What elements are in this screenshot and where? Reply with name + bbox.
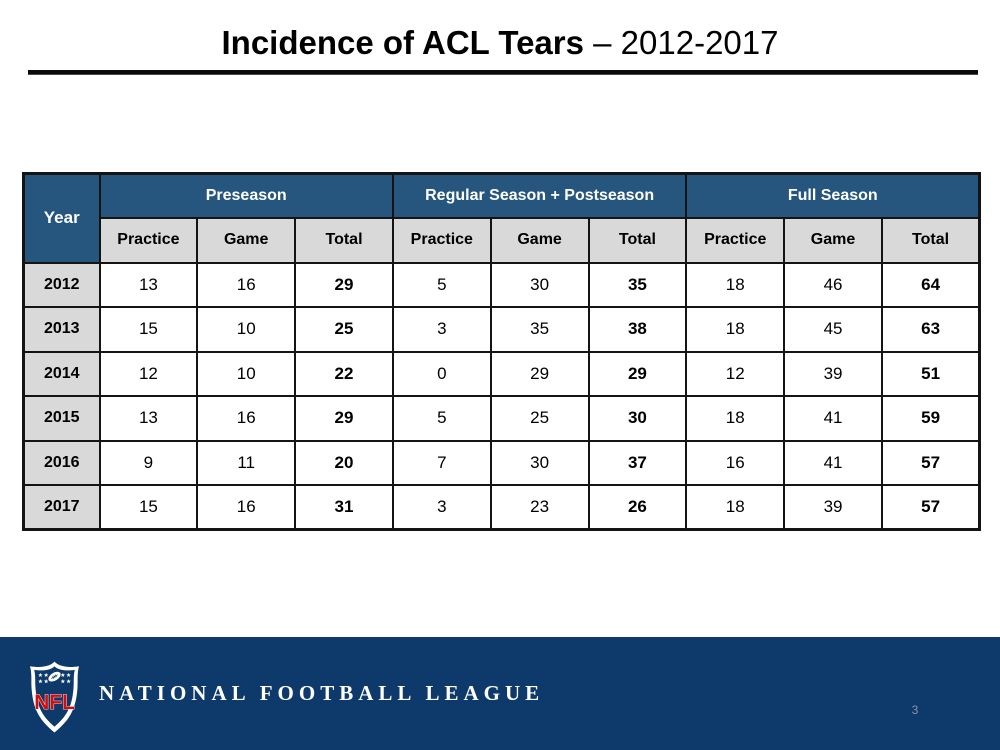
cell-value: 41 [783, 439, 883, 486]
cell-value: 12 [98, 350, 199, 397]
cell-total: 29 [294, 395, 394, 442]
subheader-regular-practice: Practice [391, 216, 492, 264]
subheader-regular-game: Game [489, 216, 590, 264]
cell-total: 20 [294, 439, 394, 486]
cell-value: 3 [391, 306, 492, 353]
cell-total: 35 [587, 261, 688, 308]
slide-title-main: Incidence of ACL Tears [221, 24, 584, 61]
cell-value: 10 [196, 350, 297, 397]
subheader-full-game: Game [783, 216, 883, 264]
cell-value: 45 [783, 306, 883, 353]
title-divider-rule [28, 70, 978, 75]
group-header-preseason: Preseason [98, 172, 394, 219]
slide-title: Incidence of ACL Tears – 2012-2017 [0, 24, 1000, 62]
cell-value: 30 [489, 439, 590, 486]
cell-value: 23 [489, 484, 590, 531]
cell-value: 46 [783, 261, 883, 308]
cell-value: 18 [685, 306, 786, 353]
cell-total: 59 [880, 395, 981, 442]
subheader-preseason-game: Game [196, 216, 297, 264]
page-number: 3 [911, 703, 919, 717]
cell-total: 57 [880, 439, 981, 486]
cell-total: 29 [587, 350, 688, 397]
cell-value: 35 [489, 306, 590, 353]
year-label: 2013 [22, 306, 101, 353]
cell-value: 11 [196, 439, 297, 486]
table-row-2016: 2016 9 11 20 7 30 37 16 41 57 [22, 439, 981, 486]
cell-value: 5 [391, 395, 492, 442]
cell-total: 25 [294, 306, 394, 353]
cell-total: 38 [587, 306, 688, 353]
subheader-full-total: Total [880, 216, 981, 264]
cell-value: 15 [98, 306, 199, 353]
cell-value: 39 [783, 350, 883, 397]
group-header-full-season: Full Season [685, 172, 981, 219]
subheader-preseason-practice: Practice [98, 216, 199, 264]
cell-value: 29 [489, 350, 590, 397]
cell-total: 26 [587, 484, 688, 531]
cell-total: 63 [880, 306, 981, 353]
nfl-shield-logo-icon: NFL [29, 661, 80, 733]
year-label: 2015 [22, 395, 101, 442]
table-header-group-row: Year Preseason Regular Season + Postseas… [22, 172, 981, 264]
year-label: 2014 [22, 350, 101, 397]
subheader-preseason-total: Total [294, 216, 394, 264]
table-row-2012: 2012 13 16 29 5 30 35 18 46 64 [22, 261, 981, 308]
cell-value: 0 [391, 350, 492, 397]
cell-value: 18 [685, 261, 786, 308]
year-column-header: Year [22, 172, 101, 264]
cell-total: 57 [880, 484, 981, 531]
cell-total: 64 [880, 261, 981, 308]
subheader-regular-total: Total [587, 216, 688, 264]
cell-value: 13 [98, 395, 199, 442]
cell-total: 30 [587, 395, 688, 442]
football-icon [48, 671, 61, 682]
table-row-2017: 2017 15 16 31 3 23 26 18 39 57 [22, 484, 981, 531]
cell-value: 10 [196, 306, 297, 353]
nfl-wordmark: NATIONAL FOOTBALL LEAGUE [99, 681, 545, 705]
cell-value: 12 [685, 350, 786, 397]
cell-value: 18 [685, 484, 786, 531]
cell-total: 29 [294, 261, 394, 308]
footer-band: NFL NATIONAL FOOTBALL LEAGUE 3 [0, 637, 1000, 750]
table-row-2015: 2015 13 16 29 5 25 30 18 41 59 [22, 395, 981, 442]
cell-value: 16 [685, 439, 786, 486]
nfl-logo-text: NFL [34, 691, 75, 714]
cell-value: 16 [196, 261, 297, 308]
cell-value: 30 [489, 261, 590, 308]
table-row-2013: 2013 15 10 25 3 35 38 18 45 63 [22, 306, 981, 353]
group-header-regular-postseason: Regular Season + Postseason [391, 172, 688, 219]
table-header-sub-row: Practice Game Total Practice Game Total … [24, 216, 981, 264]
cell-value: 25 [489, 395, 590, 442]
cell-value: 9 [98, 439, 199, 486]
cell-total: 31 [294, 484, 394, 531]
acl-tears-table: Year Preseason Regular Season + Postseas… [22, 172, 982, 531]
cell-value: 16 [196, 484, 297, 531]
cell-value: 41 [783, 395, 883, 442]
cell-total: 51 [880, 350, 981, 397]
year-label: 2016 [22, 439, 101, 486]
table-row-2014: 2014 12 10 22 0 29 29 12 39 51 [22, 350, 981, 397]
cell-total: 22 [294, 350, 394, 397]
year-label: 2017 [22, 484, 101, 531]
cell-total: 37 [587, 439, 688, 486]
cell-value: 39 [783, 484, 883, 531]
cell-value: 15 [98, 484, 199, 531]
cell-value: 13 [98, 261, 199, 308]
year-label: 2012 [22, 261, 101, 308]
cell-value: 18 [685, 395, 786, 442]
cell-value: 16 [196, 395, 297, 442]
cell-value: 3 [391, 484, 492, 531]
slide-title-date-range: – 2012-2017 [583, 24, 779, 61]
cell-value: 5 [391, 261, 492, 308]
subheader-full-practice: Practice [685, 216, 786, 264]
cell-value: 7 [391, 439, 492, 486]
